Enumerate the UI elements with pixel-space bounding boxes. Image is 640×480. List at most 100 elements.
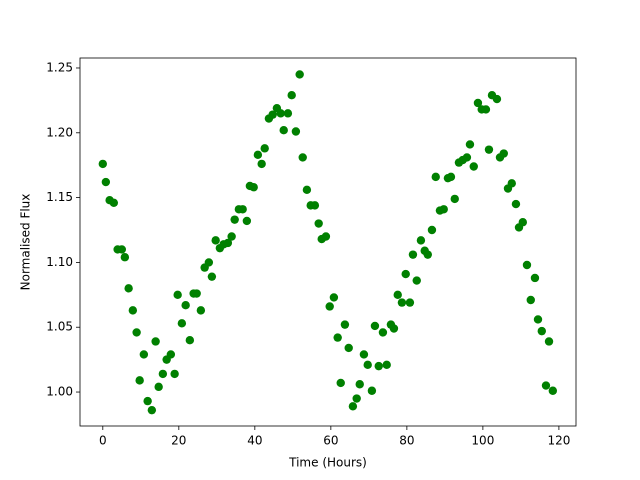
point	[181, 300, 190, 310]
point	[207, 272, 217, 281]
point	[223, 238, 233, 248]
point	[204, 258, 214, 267]
point	[336, 378, 345, 388]
point	[170, 369, 179, 379]
point	[423, 250, 432, 259]
point	[147, 405, 157, 415]
point	[393, 290, 402, 300]
point	[401, 269, 410, 279]
point	[242, 216, 252, 226]
point	[310, 201, 320, 210]
point	[230, 215, 239, 224]
point	[473, 98, 483, 108]
point	[291, 127, 301, 136]
point	[416, 236, 426, 245]
point	[196, 306, 206, 315]
point	[382, 360, 391, 370]
point	[238, 205, 247, 214]
point	[344, 343, 353, 353]
point	[135, 376, 144, 385]
x-tick-label: 100	[471, 434, 494, 448]
point	[408, 250, 418, 259]
point	[139, 350, 149, 359]
point	[109, 198, 119, 207]
point	[151, 337, 160, 346]
x-tick-label: 40	[247, 434, 262, 448]
point	[143, 396, 152, 406]
point	[522, 260, 532, 270]
point	[446, 172, 456, 182]
point	[348, 402, 358, 411]
point	[166, 350, 176, 359]
point	[325, 302, 334, 311]
y-tick-label: 1.20	[46, 125, 73, 139]
point	[321, 232, 331, 241]
y-tick-label: 1.10	[46, 255, 73, 269]
x-tick-label: 120	[547, 434, 570, 448]
point	[329, 293, 339, 302]
point	[333, 333, 342, 342]
y-tick-label: 1.15	[46, 190, 73, 204]
point	[397, 298, 407, 307]
y-tick-label: 1.25	[46, 60, 73, 74]
point	[537, 326, 546, 336]
x-tick-label: 0	[99, 434, 107, 448]
point	[260, 144, 269, 153]
point	[533, 315, 543, 324]
point	[526, 295, 535, 305]
point	[439, 205, 448, 214]
point	[192, 289, 201, 298]
x-tick-label: 80	[399, 434, 414, 448]
point	[450, 194, 459, 204]
point	[374, 361, 383, 371]
point	[530, 273, 540, 283]
point	[173, 290, 182, 300]
point	[298, 153, 307, 162]
point	[412, 276, 421, 285]
point	[101, 177, 111, 187]
point	[314, 219, 323, 228]
point	[227, 232, 236, 241]
point	[154, 382, 163, 392]
point	[287, 91, 296, 100]
point	[132, 328, 141, 337]
point	[352, 394, 361, 403]
y-tick-label: 1.00	[46, 385, 73, 399]
point	[465, 140, 475, 149]
x-tick-label: 20	[171, 434, 186, 448]
x-axis-label: Time (Hours)	[288, 456, 367, 470]
point	[359, 350, 369, 359]
point	[185, 335, 195, 345]
point	[268, 110, 277, 119]
point	[98, 159, 108, 169]
point	[548, 386, 558, 395]
point	[518, 218, 527, 227]
point	[302, 185, 312, 195]
point	[492, 94, 502, 104]
point	[431, 172, 440, 182]
point	[462, 153, 472, 162]
point	[295, 70, 304, 79]
point	[511, 199, 521, 209]
point	[405, 298, 415, 307]
y-axis-label: Normalised Flux	[19, 194, 33, 291]
point	[499, 149, 508, 158]
point	[355, 380, 364, 389]
point	[128, 306, 138, 315]
point	[389, 324, 399, 333]
y-tick-label: 1.05	[46, 320, 73, 334]
point	[340, 320, 350, 329]
point	[177, 319, 187, 328]
point	[370, 321, 380, 331]
point	[378, 328, 388, 337]
point	[507, 179, 516, 188]
point	[283, 109, 293, 118]
point	[120, 253, 130, 262]
point	[249, 183, 258, 192]
point	[363, 360, 372, 370]
point	[469, 162, 478, 171]
x-tick-label: 60	[323, 434, 338, 448]
point	[124, 284, 133, 293]
point	[211, 236, 220, 245]
point	[276, 109, 285, 118]
